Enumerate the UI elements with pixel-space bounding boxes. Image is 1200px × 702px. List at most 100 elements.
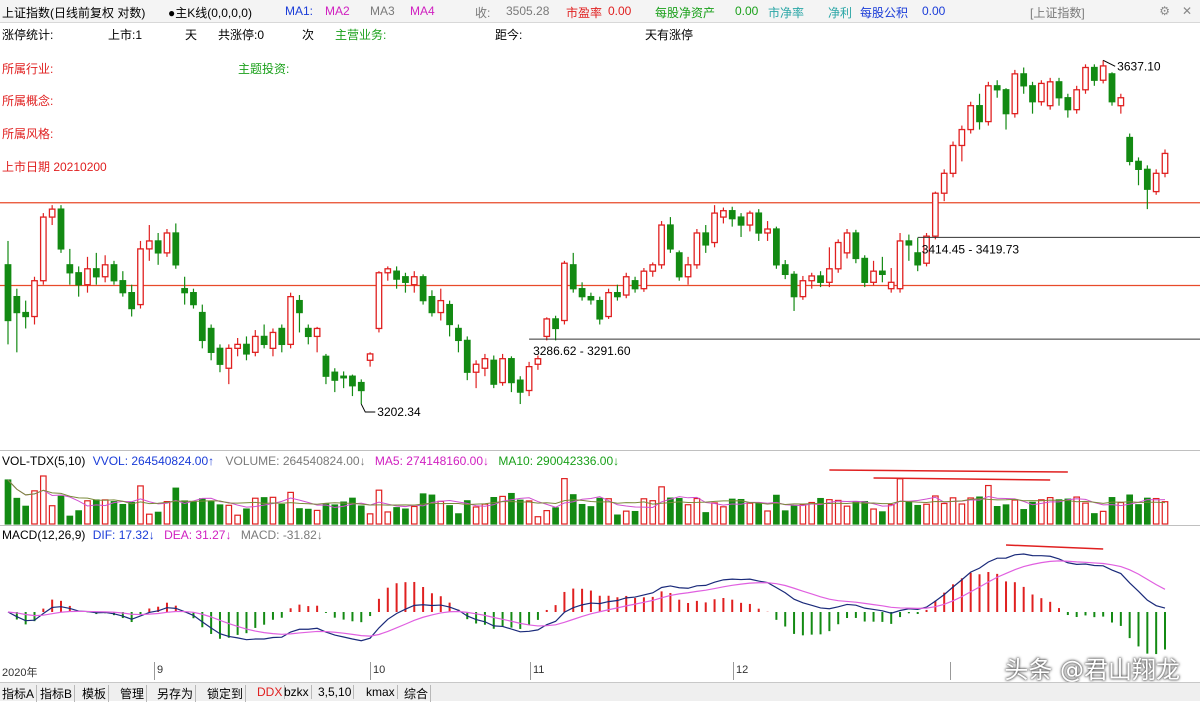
candle-body bbox=[755, 212, 763, 234]
candle-body bbox=[1073, 89, 1081, 111]
tab-ma-set[interactable]: 3,5,10 bbox=[316, 685, 355, 699]
candle bbox=[569, 252, 577, 293]
candle-body bbox=[1090, 66, 1098, 81]
candle bbox=[799, 275, 807, 300]
volume-bar bbox=[569, 494, 577, 525]
candle-body bbox=[984, 85, 992, 123]
volume-bar bbox=[4, 479, 12, 525]
candle bbox=[755, 209, 763, 241]
candle-body bbox=[57, 208, 65, 250]
candle-body bbox=[92, 268, 100, 278]
candle bbox=[463, 336, 471, 381]
low-price-label: 3202.34 bbox=[377, 405, 421, 419]
candle bbox=[39, 213, 47, 285]
tab-indicator-a[interactable]: 指标A bbox=[0, 685, 38, 702]
since-label: 距今: bbox=[495, 28, 523, 42]
candle-body bbox=[684, 264, 692, 278]
tab-lock-to[interactable]: 锁定到 bbox=[205, 685, 247, 702]
candle bbox=[428, 290, 436, 317]
candle-body bbox=[993, 85, 1001, 91]
volume-indicator-name[interactable]: VOL-TDX(5,10) bbox=[2, 454, 86, 468]
candle-body bbox=[1046, 81, 1054, 107]
volume-bar bbox=[384, 511, 392, 525]
candle bbox=[578, 282, 586, 301]
volume-bar bbox=[190, 501, 197, 525]
candle bbox=[914, 237, 922, 272]
tab-template[interactable]: 模板 bbox=[80, 685, 110, 702]
candle-body bbox=[428, 295, 436, 314]
candle bbox=[1073, 85, 1081, 114]
volume-bar bbox=[402, 508, 409, 525]
tab-composite[interactable]: 综合 bbox=[402, 685, 432, 702]
tab-bzkx[interactable]: bzkx bbox=[282, 685, 312, 699]
volume-bar bbox=[446, 505, 453, 525]
candle-body bbox=[340, 375, 348, 379]
candle-body bbox=[1161, 152, 1169, 174]
candle bbox=[313, 326, 321, 353]
candle-body bbox=[455, 327, 462, 342]
volume-bar bbox=[1161, 501, 1169, 525]
kline-chart[interactable]: 3637.10 3202.34 3286.62 - 3291.60 3414.45 -… bbox=[0, 0, 1200, 662]
month-divider bbox=[950, 662, 951, 680]
close-icon[interactable]: ✕ bbox=[1181, 4, 1192, 18]
volume-bar bbox=[137, 485, 144, 525]
candle-body bbox=[384, 268, 392, 274]
candle bbox=[508, 356, 515, 393]
candle-body bbox=[128, 292, 136, 310]
volume-bar bbox=[887, 504, 895, 525]
candle-body bbox=[481, 358, 489, 369]
ma2-label: MA2 bbox=[325, 4, 350, 18]
limitup-count: 共涨停:0 bbox=[218, 28, 265, 42]
dea-line bbox=[7, 560, 1166, 637]
candle bbox=[923, 232, 930, 267]
candle bbox=[1055, 77, 1063, 106]
volume-bar bbox=[543, 510, 551, 525]
tab-kmax[interactable]: kmax bbox=[364, 685, 398, 699]
candle-body bbox=[463, 339, 471, 373]
candle bbox=[614, 284, 621, 301]
volume-bar bbox=[799, 504, 807, 525]
volume-bar bbox=[410, 505, 418, 525]
candle-body bbox=[596, 299, 604, 320]
candle bbox=[949, 141, 957, 178]
candle bbox=[931, 191, 939, 240]
candle bbox=[1002, 88, 1010, 130]
gap-label: 3286.62 - 3291.60 bbox=[533, 344, 631, 358]
tab-indicator-b[interactable]: 指标B bbox=[38, 685, 76, 702]
candle bbox=[711, 205, 718, 248]
pe-value: 0.00 bbox=[608, 4, 632, 18]
volume-bar bbox=[296, 508, 303, 525]
main-indicator-label[interactable]: ●主K线(0,0,0,0) bbox=[168, 6, 252, 20]
volume-bar bbox=[870, 508, 877, 525]
candle-body bbox=[84, 268, 91, 286]
candle bbox=[1037, 80, 1045, 106]
listing-date-label: 上市日期 20210200 bbox=[2, 160, 107, 174]
candle-body bbox=[649, 264, 657, 272]
candle bbox=[269, 328, 277, 357]
candle-body bbox=[949, 144, 957, 174]
candle-body bbox=[728, 210, 736, 220]
candle-body bbox=[675, 252, 683, 278]
candle bbox=[101, 255, 109, 283]
volume-bar bbox=[1064, 498, 1072, 525]
volume-bar bbox=[287, 491, 294, 525]
tab-manage[interactable]: 管理 bbox=[118, 685, 148, 702]
volume-bar bbox=[39, 475, 47, 525]
main-business-label: 主营业务: bbox=[335, 28, 387, 42]
volume-bar bbox=[1082, 502, 1089, 525]
tab-ddx[interactable]: DDX bbox=[255, 685, 286, 699]
candle bbox=[402, 272, 409, 293]
candle bbox=[746, 210, 754, 232]
gear-icon[interactable]: ⚙ bbox=[1159, 4, 1170, 18]
candle-body bbox=[31, 280, 38, 318]
volume-bar bbox=[746, 502, 754, 525]
candle-body bbox=[658, 224, 665, 266]
candle-body bbox=[773, 228, 780, 266]
candle bbox=[446, 300, 453, 337]
volume-bar bbox=[1020, 509, 1028, 525]
macd-indicator-name[interactable]: MACD(12,26,9) bbox=[2, 528, 86, 542]
candle bbox=[481, 353, 489, 377]
tab-save-as[interactable]: 另存为 bbox=[155, 685, 197, 702]
volume-bar bbox=[508, 492, 515, 525]
volume-bar bbox=[313, 509, 321, 525]
